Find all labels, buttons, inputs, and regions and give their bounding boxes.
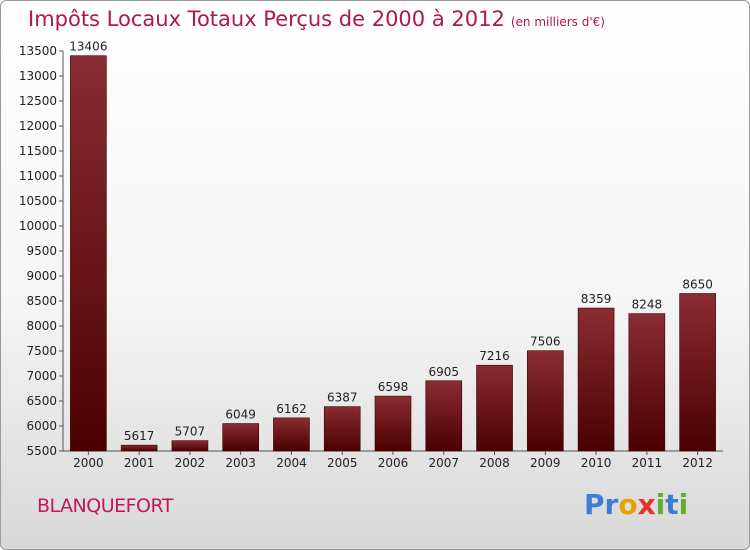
proxiti-logo[interactable]: Proxiti	[584, 488, 688, 521]
data-label: 8359	[581, 292, 612, 306]
x-tick-label: 2002	[175, 456, 206, 470]
x-tick-label: 2010	[581, 456, 612, 470]
y-tick-label: 12500	[19, 94, 57, 108]
logo-letter: x	[637, 488, 656, 521]
x-tick-label: 2000	[73, 456, 104, 470]
logo-letter: r	[604, 488, 619, 521]
x-tick-label: 2006	[378, 456, 409, 470]
y-tick-label: 9000	[26, 269, 57, 283]
data-label: 6905	[428, 365, 459, 379]
x-tick-label: 2011	[632, 456, 663, 470]
y-tick-label: 10500	[19, 194, 57, 208]
bar	[120, 444, 158, 452]
data-label: 6162	[276, 402, 307, 416]
y-tick-label: 13000	[19, 69, 57, 83]
y-tick-label: 7000	[26, 369, 57, 383]
logo-letter: i	[655, 488, 666, 521]
logo-letter: o	[618, 488, 638, 521]
bar	[222, 423, 259, 452]
y-tick-label: 8000	[26, 319, 57, 333]
bar	[527, 350, 564, 452]
y-tick-label: 6000	[26, 419, 57, 433]
y-tick-label: 7500	[26, 344, 57, 358]
bar	[476, 364, 513, 452]
y-tick-label: 9500	[26, 244, 57, 258]
location-label: BLANQUEFORT	[37, 495, 173, 517]
data-label: 6387	[327, 391, 358, 405]
logo-letter: t	[665, 488, 679, 521]
data-label: 5707	[175, 425, 206, 439]
logo-letter: P	[584, 488, 605, 521]
chart-title-text: Impôts Locaux Totaux Perçus de 2000 à 20…	[28, 7, 505, 31]
x-tick-label: 2012	[682, 456, 713, 470]
data-label: 8650	[682, 278, 713, 292]
bar	[171, 440, 209, 452]
chart-subtitle: (en milliers d'€)	[510, 15, 605, 29]
y-tick-label: 8500	[26, 294, 57, 308]
y-tick-label: 6500	[26, 394, 57, 408]
y-tick-label: 10000	[19, 219, 57, 233]
data-label: 6598	[378, 380, 409, 394]
chart-title: Impôts Locaux Totaux Perçus de 2000 à 20…	[28, 7, 605, 31]
x-tick-label: 2004	[276, 456, 307, 470]
x-tick-label: 2008	[479, 456, 510, 470]
bar	[425, 380, 463, 452]
bar	[70, 55, 107, 452]
y-tick-label: 11500	[19, 144, 57, 158]
x-tick-label: 2007	[428, 456, 459, 470]
data-label: 13406	[69, 40, 107, 54]
data-label: 7506	[530, 335, 561, 349]
x-tick-label: 2001	[124, 456, 155, 470]
bar	[374, 395, 412, 452]
x-tick-label: 2003	[225, 456, 256, 470]
data-label: 7216	[479, 349, 510, 363]
x-tick-label: 2009	[530, 456, 561, 470]
data-label: 6049	[225, 408, 256, 422]
y-tick-label: 13500	[19, 44, 57, 58]
bar	[628, 313, 666, 452]
bar	[323, 406, 361, 452]
bar	[679, 293, 716, 452]
data-label: 8248	[632, 298, 663, 312]
y-tick-label: 12000	[19, 119, 57, 133]
y-tick-label: 5500	[26, 444, 57, 458]
bar	[577, 307, 615, 452]
logo-letter: i	[678, 488, 689, 521]
bar	[273, 417, 310, 452]
y-tick-label: 11000	[19, 169, 57, 183]
x-tick-label: 2005	[327, 456, 358, 470]
data-label: 5617	[124, 429, 155, 443]
